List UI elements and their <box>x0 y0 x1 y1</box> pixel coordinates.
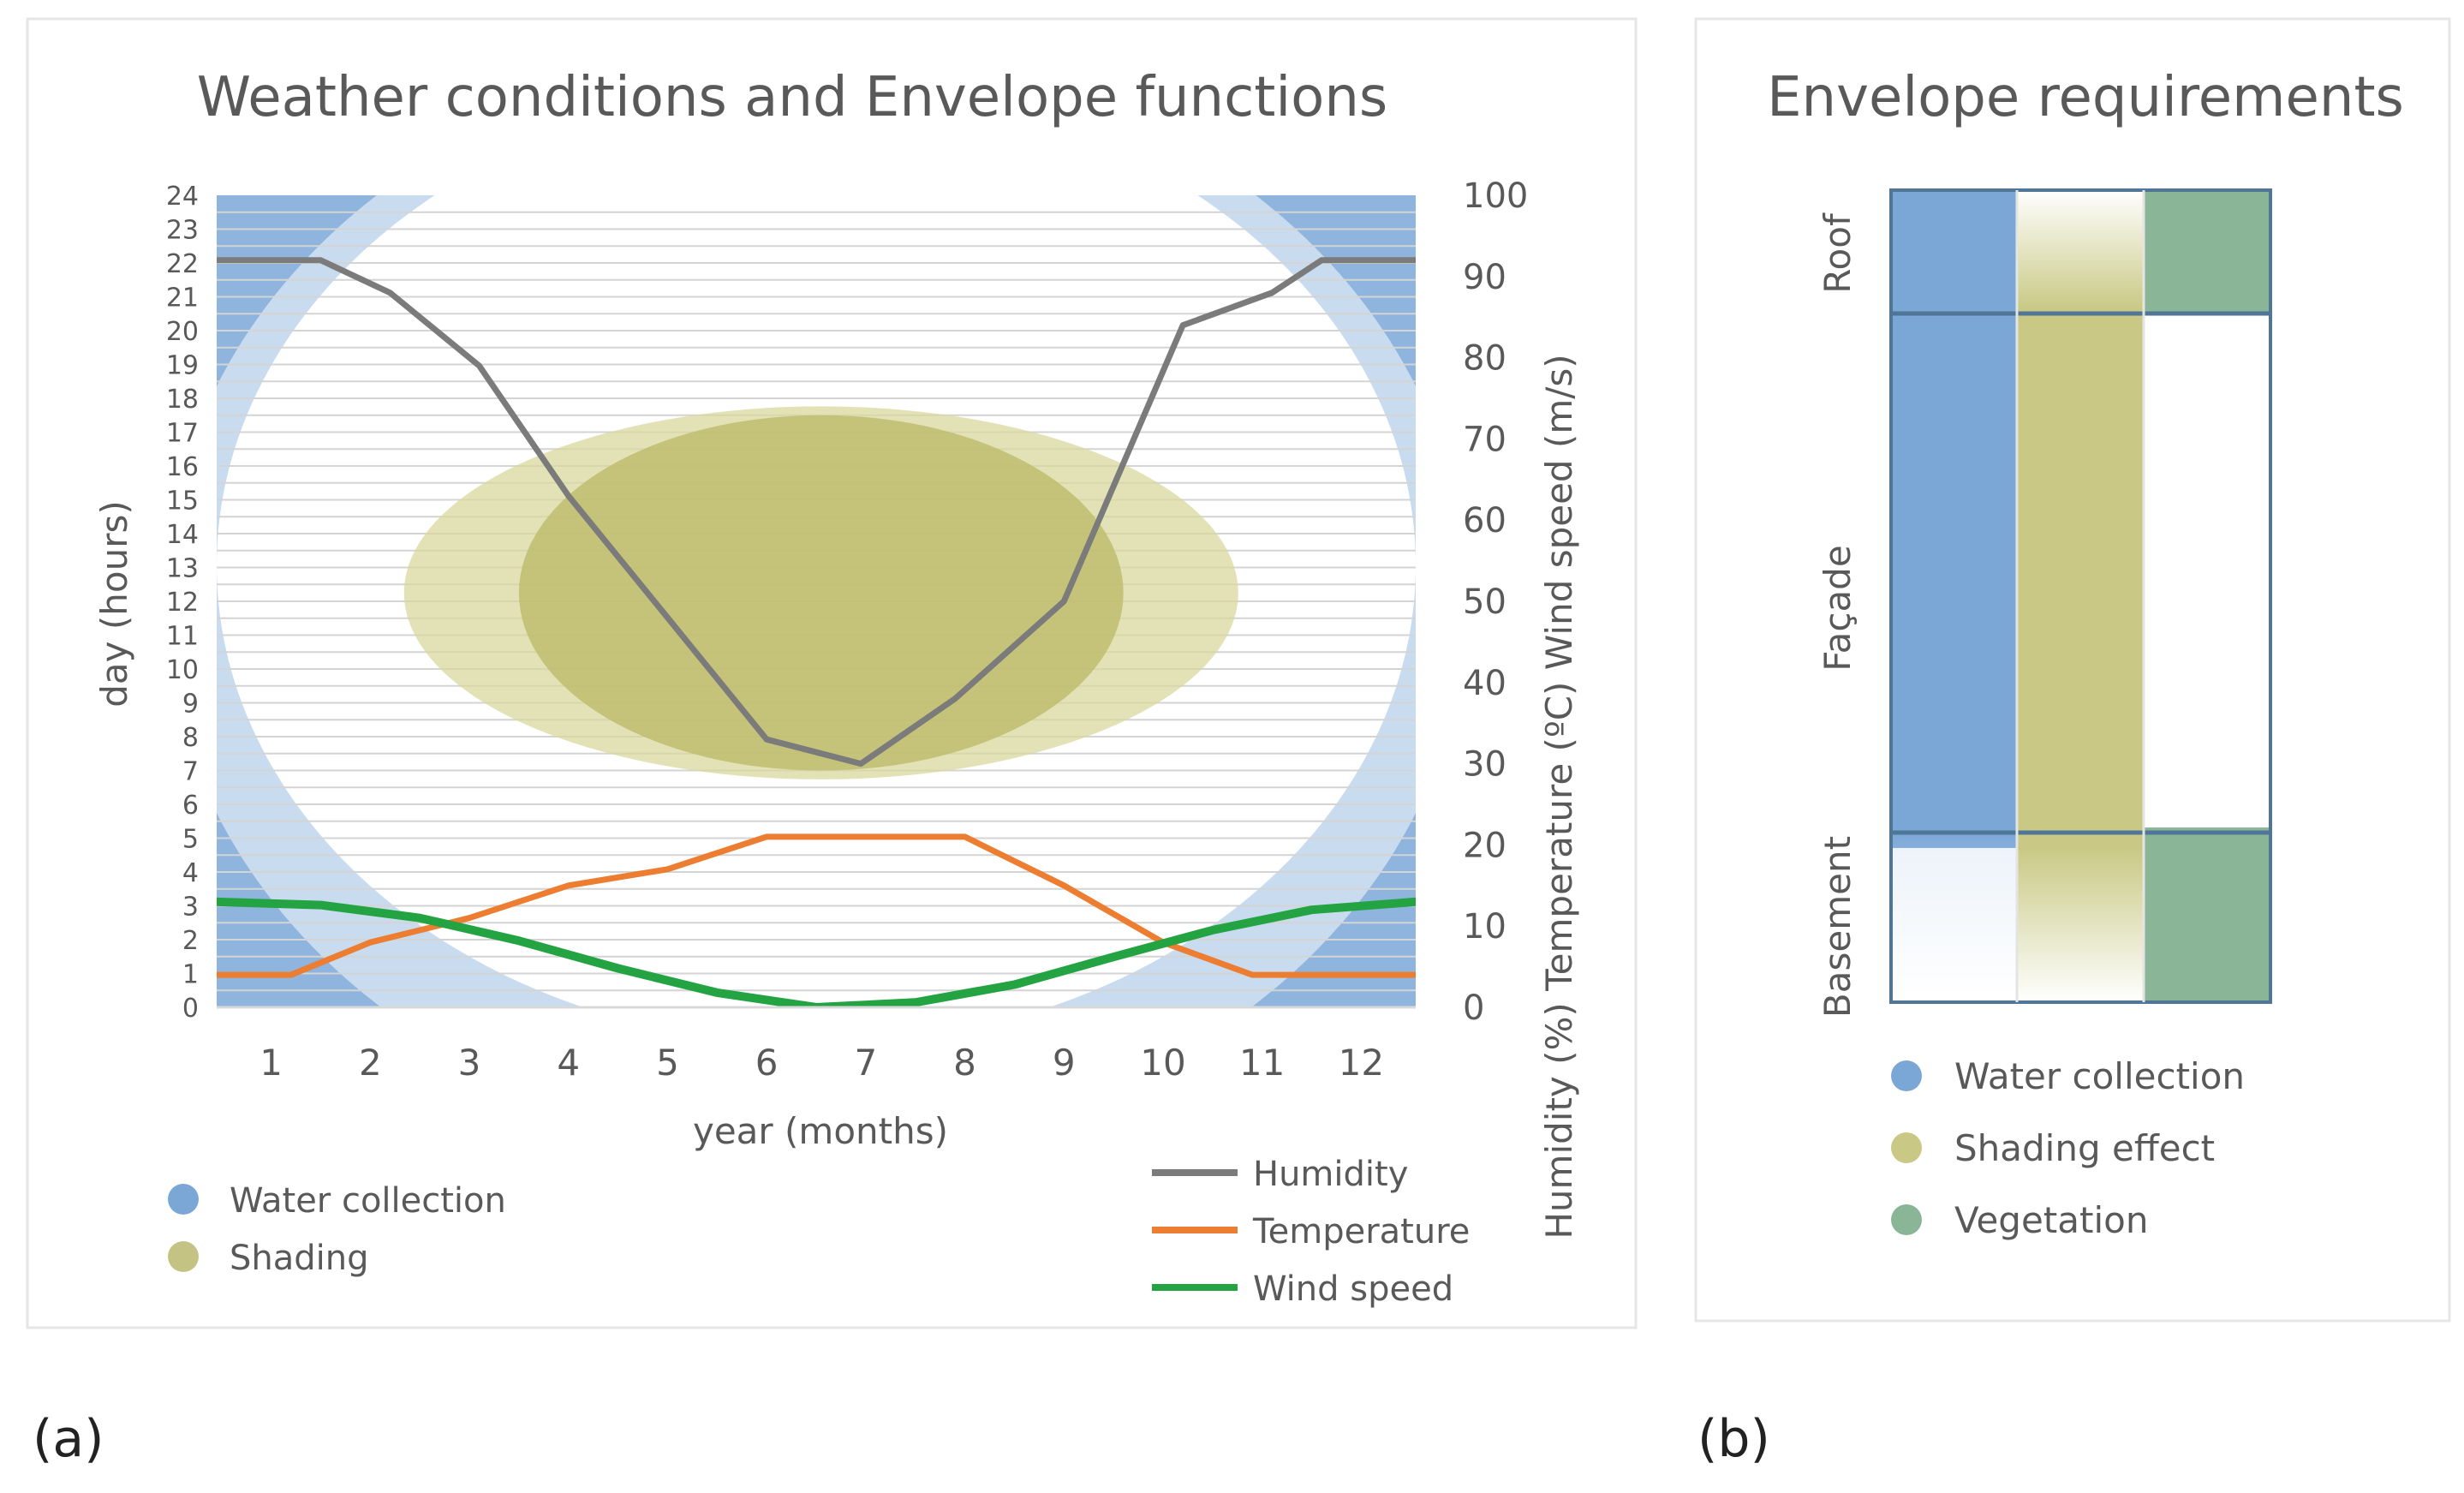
left-tick-label: 24 <box>166 182 199 212</box>
x-tick-label: 12 <box>1339 1042 1384 1084</box>
chart-title: Weather conditions and Envelope function… <box>197 66 1387 129</box>
zone-basement-label: Basement <box>1817 836 1858 1018</box>
right-tick-label: 90 <box>1463 258 1506 297</box>
left-tick-label: 19 <box>166 351 199 381</box>
right-tick-label: 70 <box>1463 420 1506 459</box>
legend-humidity-label: Humidity <box>1253 1155 1408 1194</box>
zone-facade-label: Façade <box>1817 545 1858 671</box>
left-tick-label: 5 <box>182 825 199 855</box>
wind-speed-line <box>217 897 1416 1006</box>
left-axis-label: day (hours) <box>93 500 135 707</box>
x-axis-label: year (months) <box>693 1110 948 1152</box>
vegetation-facade-bottom-fade <box>2144 720 2270 831</box>
legend-temperature-label: Temperature <box>1252 1212 1470 1251</box>
legend-b-water-collection-marker <box>1891 1060 1922 1091</box>
left-tick-label: 3 <box>182 893 199 923</box>
left-tick-label: 8 <box>182 723 199 753</box>
right-tick-label: 50 <box>1463 582 1506 622</box>
left-tick-label: 12 <box>166 588 199 618</box>
legend-b-shading-effect-label: Shading effect <box>1954 1127 2215 1169</box>
shading-area <box>403 406 1238 779</box>
x-tick-label: 7 <box>854 1042 877 1084</box>
legend-shading-marker <box>168 1241 199 1272</box>
right-axis-label: Humidity (%) Temperature (ºC) Wind speed… <box>1538 354 1580 1239</box>
legend-water-collection-label: Water collection <box>230 1181 506 1221</box>
right-tick-label: 10 <box>1463 907 1506 947</box>
left-tick-label: 2 <box>182 926 199 956</box>
water-collection-basement-blank <box>1891 848 2017 1002</box>
left-tick-label: 9 <box>182 690 199 720</box>
left-tick-label: 0 <box>182 994 199 1024</box>
left-tick-label: 11 <box>166 622 199 652</box>
right-tick-label: 0 <box>1463 988 1484 1028</box>
plot-background <box>217 195 1416 1006</box>
panel-b-caption: (b) <box>1697 1409 1770 1469</box>
legend-b-vegetation-label: Vegetation <box>1954 1199 2148 1241</box>
x-tick-label: 1 <box>260 1042 283 1084</box>
left-tick-label: 23 <box>166 216 199 246</box>
left-tick-label: 4 <box>182 858 199 888</box>
panel-a-caption: (a) <box>33 1409 104 1469</box>
left-tick-label: 20 <box>166 317 199 347</box>
legend-shading-label: Shading <box>230 1239 369 1278</box>
x-tick-label: 3 <box>458 1042 481 1084</box>
legend-water-collection-marker <box>168 1184 199 1215</box>
vegetation-facade-top-fade <box>2144 314 2270 425</box>
shading-inner-ellipse <box>518 415 1124 771</box>
shading-basement-fade <box>2017 848 2144 1002</box>
x-tick-label: 2 <box>359 1042 382 1084</box>
left-tick-label: 6 <box>182 791 199 821</box>
legend-b-water-collection-label: Water collection <box>1954 1055 2245 1097</box>
shading-roof-fade <box>2017 190 2144 310</box>
x-axis-ticks: 1 2 3 4 5 6 7 8 9 10 11 12 <box>260 1042 1384 1084</box>
x-tick-label: 10 <box>1140 1042 1185 1084</box>
x-tick-label: 5 <box>656 1042 679 1084</box>
left-tick-label: 10 <box>166 655 199 685</box>
right-tick-label: 30 <box>1463 745 1506 785</box>
zone-roof-label: Roof <box>1817 212 1858 294</box>
panel-b-title: Envelope requirements <box>1767 66 2404 129</box>
left-tick-label: 22 <box>166 249 199 279</box>
x-tick-label: 11 <box>1239 1042 1285 1084</box>
left-tick-label: 13 <box>166 554 199 584</box>
left-tick-label: 21 <box>166 284 199 314</box>
legend-wind-speed-label: Wind speed <box>1253 1269 1453 1309</box>
right-tick-label: 40 <box>1463 664 1506 703</box>
left-tick-label: 16 <box>166 452 199 482</box>
left-tick-label: 15 <box>166 487 199 517</box>
right-axis-ticks: 0 10 20 30 40 50 60 70 80 90 100 <box>1463 176 1528 1028</box>
legend-b-vegetation-marker <box>1891 1204 1922 1235</box>
area-legend: Water collection Shading <box>168 1181 506 1278</box>
series-lines <box>217 257 1416 1006</box>
x-tick-label: 6 <box>755 1042 779 1084</box>
right-tick-label: 20 <box>1463 826 1506 865</box>
right-tick-label: 100 <box>1463 176 1528 216</box>
x-tick-label: 9 <box>1053 1042 1076 1084</box>
line-legend: Humidity Temperature Wind speed <box>1152 1155 1470 1309</box>
left-tick-label: 1 <box>182 960 199 990</box>
x-tick-label: 4 <box>557 1042 580 1084</box>
left-tick-label: 18 <box>166 385 199 415</box>
x-tick-label: 8 <box>953 1042 976 1084</box>
humidity-line <box>217 257 1416 767</box>
hour-gridlines <box>217 211 1416 992</box>
requirements-grid-frame <box>1889 188 2272 1004</box>
right-tick-label: 80 <box>1463 339 1506 379</box>
legend-b-shading-effect-marker <box>1891 1132 1922 1163</box>
left-tick-label: 7 <box>182 757 199 787</box>
requirements-legend: Water collection Shading effect Vegetati… <box>1891 1055 2245 1241</box>
left-tick-label: 14 <box>166 520 199 550</box>
right-tick-label: 60 <box>1463 501 1506 540</box>
left-tick-label: 17 <box>166 419 199 449</box>
